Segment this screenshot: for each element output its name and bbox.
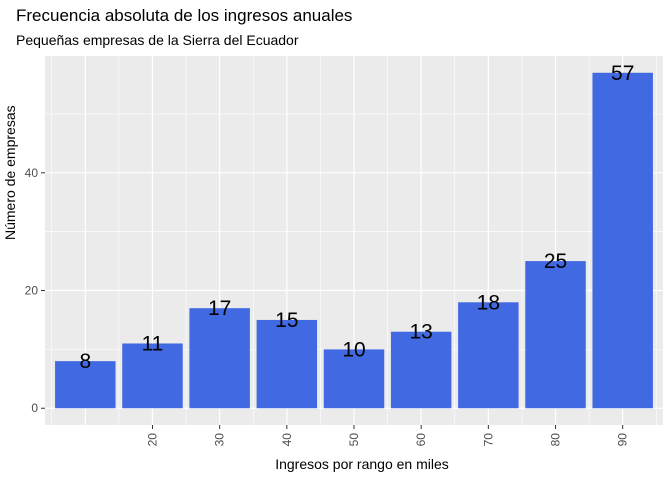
y-tick-label: 20 <box>25 284 39 298</box>
bar <box>256 319 318 409</box>
x-axis: 20 30 40 50 60 70 80 90 <box>145 425 630 447</box>
x-tick-label: 60 <box>414 433 428 447</box>
bar <box>390 331 452 409</box>
data-label: 15 <box>275 309 298 332</box>
data-label: 18 <box>477 291 500 314</box>
y-axis: 0 20 40 <box>25 166 45 415</box>
bar <box>122 343 183 409</box>
x-tick-label: 70 <box>481 433 495 447</box>
bar <box>323 349 385 409</box>
y-tick-label: 0 <box>31 401 38 415</box>
x-tick-label: 80 <box>549 433 563 447</box>
chart-title: Frecuencia absoluta de los ingresos anua… <box>16 6 353 25</box>
data-label: 57 <box>611 62 634 85</box>
bar <box>458 302 519 409</box>
data-label: 13 <box>409 321 432 344</box>
data-labels: 8 11 17 15 10 13 18 25 57 <box>79 62 634 373</box>
data-label: 8 <box>79 350 91 373</box>
data-label: 17 <box>208 297 231 320</box>
x-tick-label: 20 <box>145 433 159 447</box>
x-tick-label: 40 <box>280 433 294 447</box>
minor-gridlines <box>45 56 663 425</box>
x-tick-label: 50 <box>347 433 361 447</box>
x-tick-label: 30 <box>213 433 227 447</box>
data-label: 10 <box>342 338 365 361</box>
y-tick-label: 40 <box>25 166 39 180</box>
bars <box>55 72 653 409</box>
data-label: 11 <box>142 332 164 355</box>
bar <box>592 72 653 409</box>
bar <box>189 308 250 409</box>
x-tick-label: 90 <box>616 433 630 447</box>
chart-subtitle: Pequeñas empresas de la Sierra del Ecuad… <box>16 32 299 48</box>
bar <box>525 261 586 409</box>
bar <box>55 361 116 409</box>
x-axis-label: Ingresos por rango en miles <box>275 456 449 472</box>
data-label: 25 <box>544 250 567 273</box>
